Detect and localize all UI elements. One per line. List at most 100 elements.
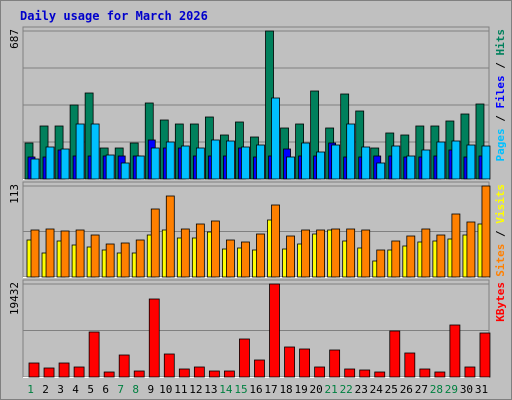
bar-sites-day-16 bbox=[256, 233, 265, 278]
panel-visitors: 113 Sites / Visits bbox=[8, 181, 507, 278]
bar-sites-day-24 bbox=[376, 249, 386, 278]
bar-kbytes-day-29 bbox=[449, 324, 461, 378]
day-label-15: 15 bbox=[234, 383, 247, 396]
day-label-12: 12 bbox=[189, 383, 202, 396]
series-legend: Pages / Files / Hits bbox=[494, 29, 507, 162]
bar-sites-day-30 bbox=[466, 221, 476, 278]
bar-kbytes-day-8 bbox=[133, 370, 145, 378]
bar-kbytes-day-18 bbox=[284, 346, 295, 378]
bar-sites-day-28 bbox=[436, 234, 446, 278]
bar-sites-day-5 bbox=[90, 234, 100, 278]
bar-kbytes-day-20 bbox=[314, 366, 326, 378]
bar-pages-day-24 bbox=[376, 162, 386, 180]
bar-sites-day-25 bbox=[391, 240, 401, 278]
bar-pages-day-30 bbox=[466, 144, 476, 180]
bar-kbytes-day-13 bbox=[208, 370, 220, 378]
bar-pages-day-20 bbox=[316, 151, 326, 180]
day-label-4: 4 bbox=[72, 383, 79, 396]
bar-sites-day-7 bbox=[120, 242, 130, 278]
bar-sites-day-29 bbox=[451, 213, 461, 278]
day-label-21: 21 bbox=[325, 383, 338, 396]
panel-traffic: 687 Pages / Files / Hits bbox=[8, 26, 507, 180]
bar-kbytes-day-5 bbox=[88, 331, 100, 378]
panel-kbytes: 19432 KBytes bbox=[8, 279, 507, 378]
bar-sites-day-11 bbox=[180, 228, 190, 278]
bar-pages-day-7 bbox=[120, 162, 130, 180]
bar-pages-day-27 bbox=[421, 149, 431, 180]
bar-pages-day-28 bbox=[436, 141, 446, 180]
day-label-18: 18 bbox=[279, 383, 292, 396]
bar-pages-day-10 bbox=[165, 141, 175, 180]
bar-sites-day-14 bbox=[226, 239, 235, 278]
day-axis: 1 2 3 4 5 6 7 8 9 10 11 12 13 14 15 16 17 18 19 20 21 22 23 24 2… bbox=[27, 383, 488, 396]
bar-kbytes-day-3 bbox=[58, 362, 70, 378]
bar-kbytes-day-9 bbox=[148, 298, 160, 378]
day-label-7: 7 bbox=[117, 383, 124, 396]
day-label-26: 26 bbox=[400, 383, 413, 396]
bar-kbytes-day-23 bbox=[359, 369, 371, 378]
bar-pages-day-8 bbox=[135, 155, 145, 180]
bar-kbytes-day-22 bbox=[344, 368, 356, 378]
bar-pages-day-14 bbox=[226, 140, 235, 180]
bar-kbytes-day-27 bbox=[419, 368, 431, 378]
bar-sites-day-19 bbox=[301, 229, 310, 278]
day-label-5: 5 bbox=[87, 383, 94, 396]
bar-pages-day-17 bbox=[271, 97, 280, 180]
max-value-label: 19432 bbox=[8, 282, 21, 315]
bar-kbytes-day-21 bbox=[329, 349, 341, 378]
day-label-19: 19 bbox=[294, 383, 307, 396]
bar-kbytes-day-11 bbox=[178, 368, 190, 378]
legend-files: Files bbox=[494, 75, 507, 108]
legend-sites: Sites bbox=[494, 244, 507, 277]
legend-pages: Pages bbox=[494, 128, 507, 161]
day-label-8: 8 bbox=[132, 383, 139, 396]
bar-kbytes-day-16 bbox=[254, 359, 265, 378]
day-label-27: 27 bbox=[415, 383, 428, 396]
legend-separator: / bbox=[494, 56, 507, 76]
bar-pages-day-5 bbox=[90, 123, 100, 180]
day-label-23: 23 bbox=[355, 383, 368, 396]
bar-pages-day-1 bbox=[30, 158, 40, 180]
bar-pages-day-12 bbox=[195, 147, 205, 180]
bar-sites-day-9 bbox=[150, 208, 160, 278]
day-label-6: 6 bbox=[102, 383, 109, 396]
bar-sites-day-27 bbox=[421, 228, 431, 278]
bar-sites-day-15 bbox=[241, 241, 250, 278]
day-label-9: 9 bbox=[147, 383, 154, 396]
bar-kbytes-day-15 bbox=[239, 338, 250, 378]
bar-pages-day-11 bbox=[180, 145, 190, 180]
bar-kbytes-day-12 bbox=[193, 366, 205, 378]
bar-kbytes-day-7 bbox=[118, 354, 130, 378]
bar-sites-day-20 bbox=[316, 229, 326, 278]
bar-pages-day-15 bbox=[241, 146, 250, 180]
bar-pages-day-21 bbox=[331, 144, 341, 180]
bar-kbytes-day-25 bbox=[389, 330, 401, 378]
bar-kbytes-day-2 bbox=[43, 367, 55, 378]
legend-hits: Hits bbox=[494, 29, 507, 56]
bar-pages-day-29 bbox=[451, 140, 461, 180]
legend-separator: / bbox=[494, 224, 507, 244]
bar-pages-day-31 bbox=[481, 145, 491, 180]
bar-kbytes-day-14 bbox=[224, 370, 235, 378]
day-label-20: 20 bbox=[310, 383, 323, 396]
bar-pages-day-6 bbox=[105, 154, 115, 180]
day-label-3: 3 bbox=[57, 383, 64, 396]
bar-pages-day-9 bbox=[150, 147, 160, 180]
series-kbytes bbox=[28, 283, 491, 378]
bar-sites-day-8 bbox=[135, 239, 145, 278]
bar-pages-day-16 bbox=[256, 144, 265, 180]
day-label-16: 16 bbox=[249, 383, 262, 396]
chart-panels: 687 Pages / Files / Hits 113 Sites / Visits… bbox=[8, 26, 507, 378]
bar-sites-day-3 bbox=[60, 230, 70, 278]
day-label-24: 24 bbox=[370, 383, 384, 396]
day-label-28: 28 bbox=[430, 383, 443, 396]
bar-pages-day-18 bbox=[286, 156, 295, 180]
bar-pages-day-22 bbox=[346, 123, 356, 180]
bar-kbytes-day-28 bbox=[434, 371, 446, 378]
bar-pages-day-26 bbox=[406, 155, 416, 180]
day-label-25: 25 bbox=[385, 383, 398, 396]
bar-sites-day-1 bbox=[30, 229, 40, 278]
bar-kbytes-day-1 bbox=[28, 362, 40, 378]
